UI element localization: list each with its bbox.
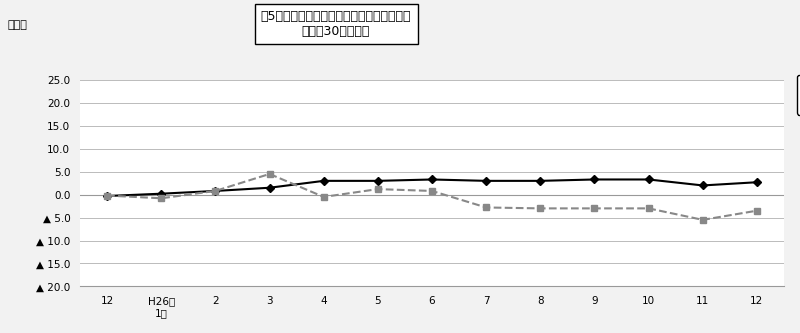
製造業	[590, 206, 599, 210]
調査産業計	[102, 194, 112, 198]
調査産業計	[265, 186, 274, 190]
調査産業計	[590, 177, 599, 181]
Text: 図5　常用労働者数の推移（対前年同月比）
－規模30人以上－: 図5 常用労働者数の推移（対前年同月比） －規模30人以上－	[261, 10, 411, 38]
Line: 製造業: 製造業	[104, 171, 760, 223]
製造業	[157, 196, 166, 200]
Legend: 調査産業計, 製造業: 調査産業計, 製造業	[797, 75, 800, 115]
製造業	[427, 189, 437, 193]
製造業	[102, 193, 112, 197]
製造業	[535, 206, 545, 210]
調査産業計	[535, 179, 545, 183]
製造業	[210, 189, 220, 193]
製造業	[373, 187, 382, 191]
調査産業計	[752, 180, 762, 184]
調査産業計	[482, 179, 491, 183]
調査産業計	[319, 179, 329, 183]
製造業	[482, 205, 491, 209]
調査産業計	[210, 189, 220, 193]
製造業	[644, 206, 654, 210]
調査産業計	[157, 192, 166, 196]
調査産業計	[373, 179, 382, 183]
調査産業計	[698, 183, 707, 187]
調査産業計	[427, 177, 437, 181]
製造業	[265, 172, 274, 176]
製造業	[319, 195, 329, 199]
製造業	[698, 218, 707, 222]
製造業	[752, 209, 762, 213]
Line: 調査産業計: 調査産業計	[104, 177, 760, 199]
Text: （％）: （％）	[8, 20, 28, 30]
調査産業計	[644, 177, 654, 181]
